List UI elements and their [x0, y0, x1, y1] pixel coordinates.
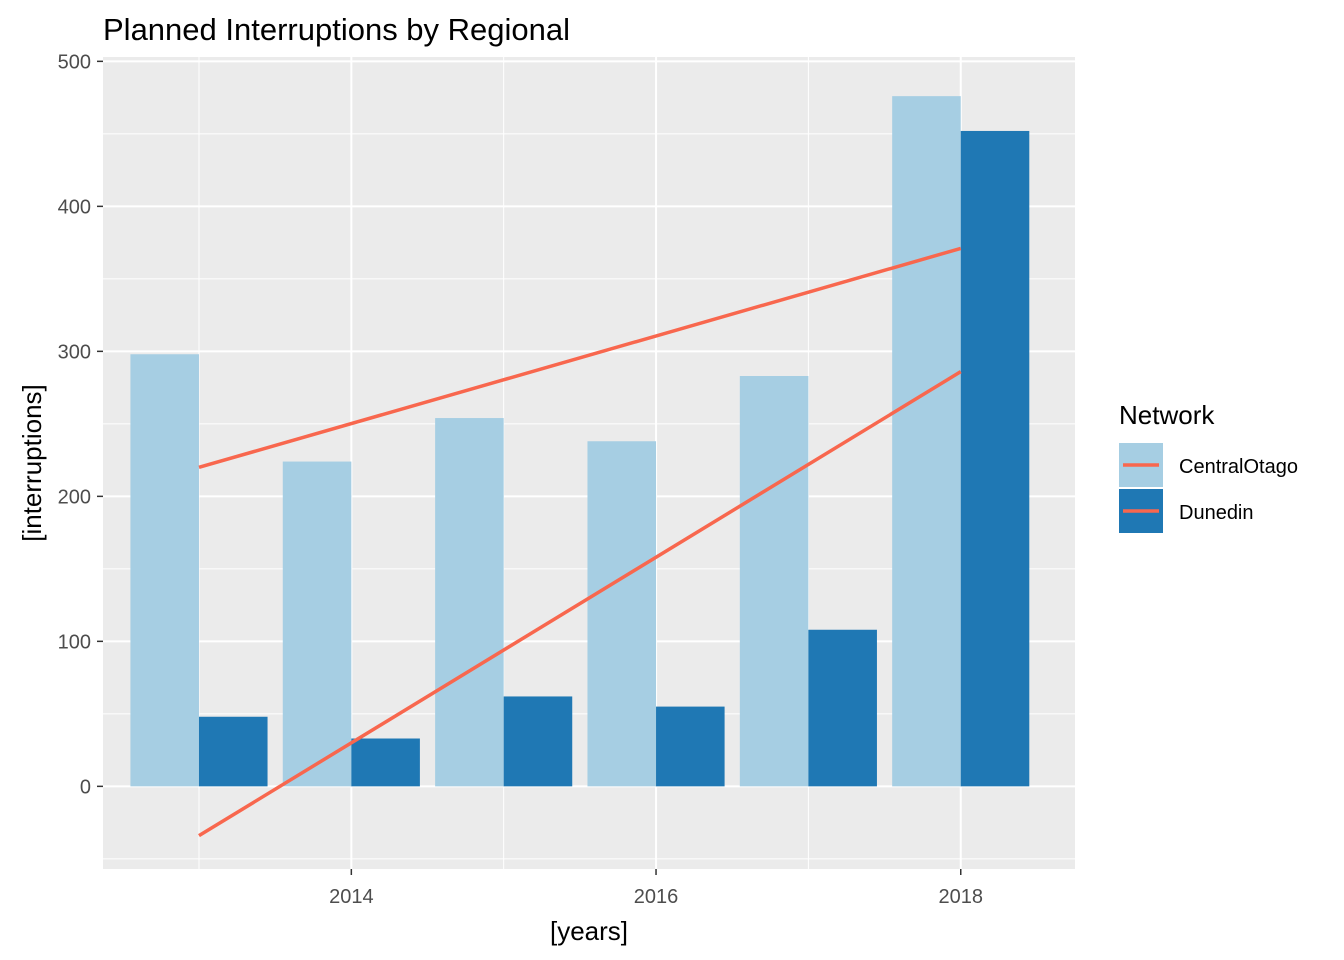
trend-lines	[198, 246, 962, 838]
x-tick-label: 2018	[938, 886, 983, 908]
bar	[435, 418, 504, 787]
y-tick-label: 200	[58, 486, 91, 508]
bar	[130, 354, 199, 787]
bar	[960, 130, 1030, 787]
legend-label: CentralOtago	[1179, 456, 1298, 478]
bar	[503, 696, 573, 787]
x-axis-title: [years]	[550, 916, 628, 946]
y-tick-label: 400	[58, 196, 91, 218]
bar	[808, 629, 877, 787]
y-tick-label: 300	[58, 341, 91, 363]
y-tick-label: 0	[80, 776, 91, 798]
y-tick-label: 100	[58, 631, 91, 653]
y-axis-title: [interruptions]	[17, 384, 47, 542]
y-tick-label: 500	[58, 51, 91, 73]
bar	[351, 738, 420, 787]
legend-title: Network	[1119, 400, 1215, 430]
bar	[282, 461, 352, 787]
chart-title: Planned Interruptions by Regional	[103, 12, 570, 47]
bars	[130, 96, 1030, 787]
bar	[198, 716, 268, 787]
bar	[739, 376, 809, 787]
bar	[587, 441, 657, 787]
x-tick-label: 2016	[634, 886, 679, 908]
legend-label: Dunedin	[1179, 502, 1254, 524]
x-tick-label: 2014	[329, 886, 374, 908]
y-axis: 0 100 200 300 400 500	[58, 51, 103, 798]
bar	[656, 706, 725, 787]
trend-line	[198, 370, 962, 838]
x-axis: 2014 2016 2018	[329, 869, 983, 908]
bar	[892, 96, 961, 787]
legend: Network CentralOtago Dunedin	[1119, 400, 1298, 533]
trend-line	[198, 246, 962, 470]
